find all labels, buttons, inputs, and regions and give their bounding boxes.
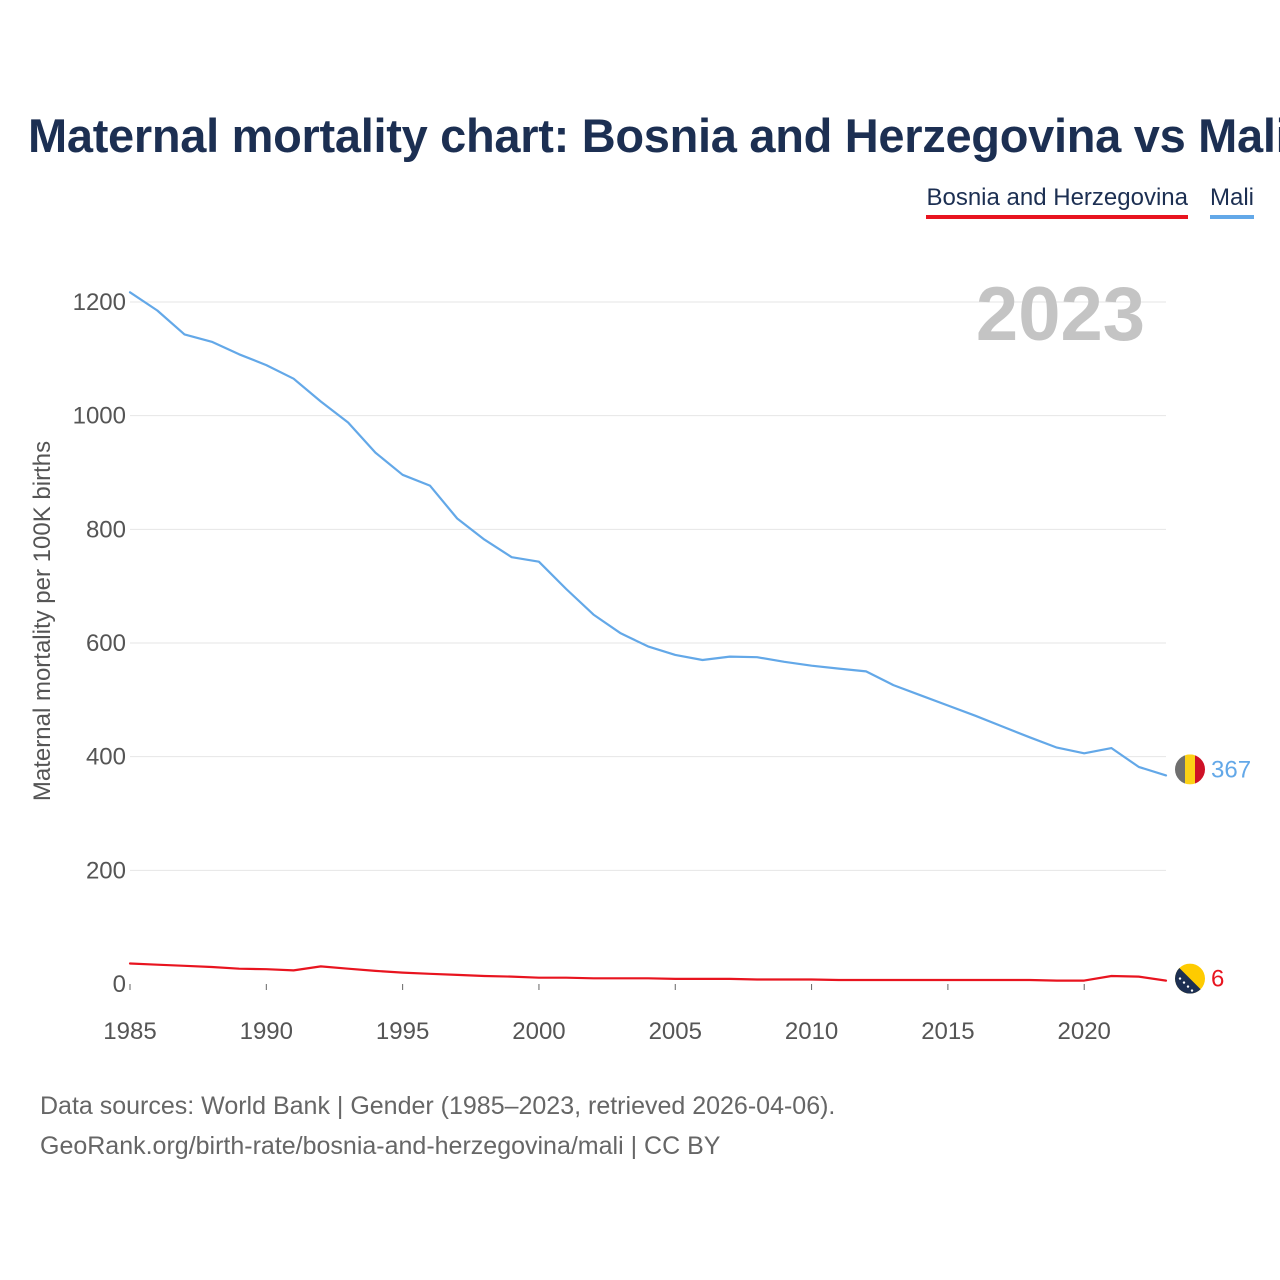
year-watermark: 2023 <box>976 272 1145 357</box>
x-tick-label: 1985 <box>103 1018 156 1045</box>
y-axis-label: Maternal mortality per 100K births <box>29 441 56 801</box>
y-tick-label: 1200 <box>73 289 126 316</box>
y-tick-label: 0 <box>113 971 126 998</box>
legend-item-mali[interactable]: Mali <box>1209 184 1254 219</box>
x-tick-label: 1990 <box>240 1018 293 1045</box>
source-url-text[interactable]: GeoRank.org/birth-rate/bosnia-and-herzeg… <box>40 1132 721 1160</box>
footer: Data sources: World Bank | Gender (1985–… <box>40 1086 835 1166</box>
chart-title: Maternal mortality chart: Bosnia and Her… <box>28 109 1280 162</box>
axes: 0 200 400 600 800 1000 1200 1985 1990 1995 2000 200… <box>29 289 1111 1045</box>
x-tick-label: 2005 <box>649 1018 702 1045</box>
data-sources-text: Data sources: World Bank | Gender (1985–… <box>40 1092 836 1120</box>
x-tick-label: 2000 <box>512 1018 565 1045</box>
grid <box>130 301 1166 871</box>
x-tick-label: 1995 <box>376 1018 429 1045</box>
legend-item-bosnia[interactable]: Bosnia and Herzegovina <box>926 184 1188 219</box>
y-tick-label: 600 <box>86 630 126 657</box>
x-tick-label: 2015 <box>921 1018 974 1045</box>
line-chart: 2023 0 200 400 600 800 1000 1200 1985 1990 1995 20… <box>29 272 1251 1045</box>
legend: Bosnia and Herzegovina Mali <box>926 184 1254 219</box>
series: 367 6 <box>128 291 1251 993</box>
mali-flag-icon <box>1175 754 1205 785</box>
end-label-bosnia-and-herzegovina: 6 <box>1211 966 1224 993</box>
end-label-mali: 367 <box>1211 756 1251 783</box>
x-tick-label: 2010 <box>785 1018 838 1045</box>
bosnia-flag-icon <box>1175 963 1205 994</box>
series-line-bosnia-and-herzegovina <box>128 962 1168 982</box>
y-tick-label: 800 <box>86 516 126 543</box>
y-tick-label: 200 <box>86 857 126 884</box>
y-tick-label: 400 <box>86 744 126 771</box>
x-tick-label: 2020 <box>1058 1018 1111 1045</box>
y-tick-label: 1000 <box>73 403 126 430</box>
series-line-mali <box>128 291 1168 777</box>
